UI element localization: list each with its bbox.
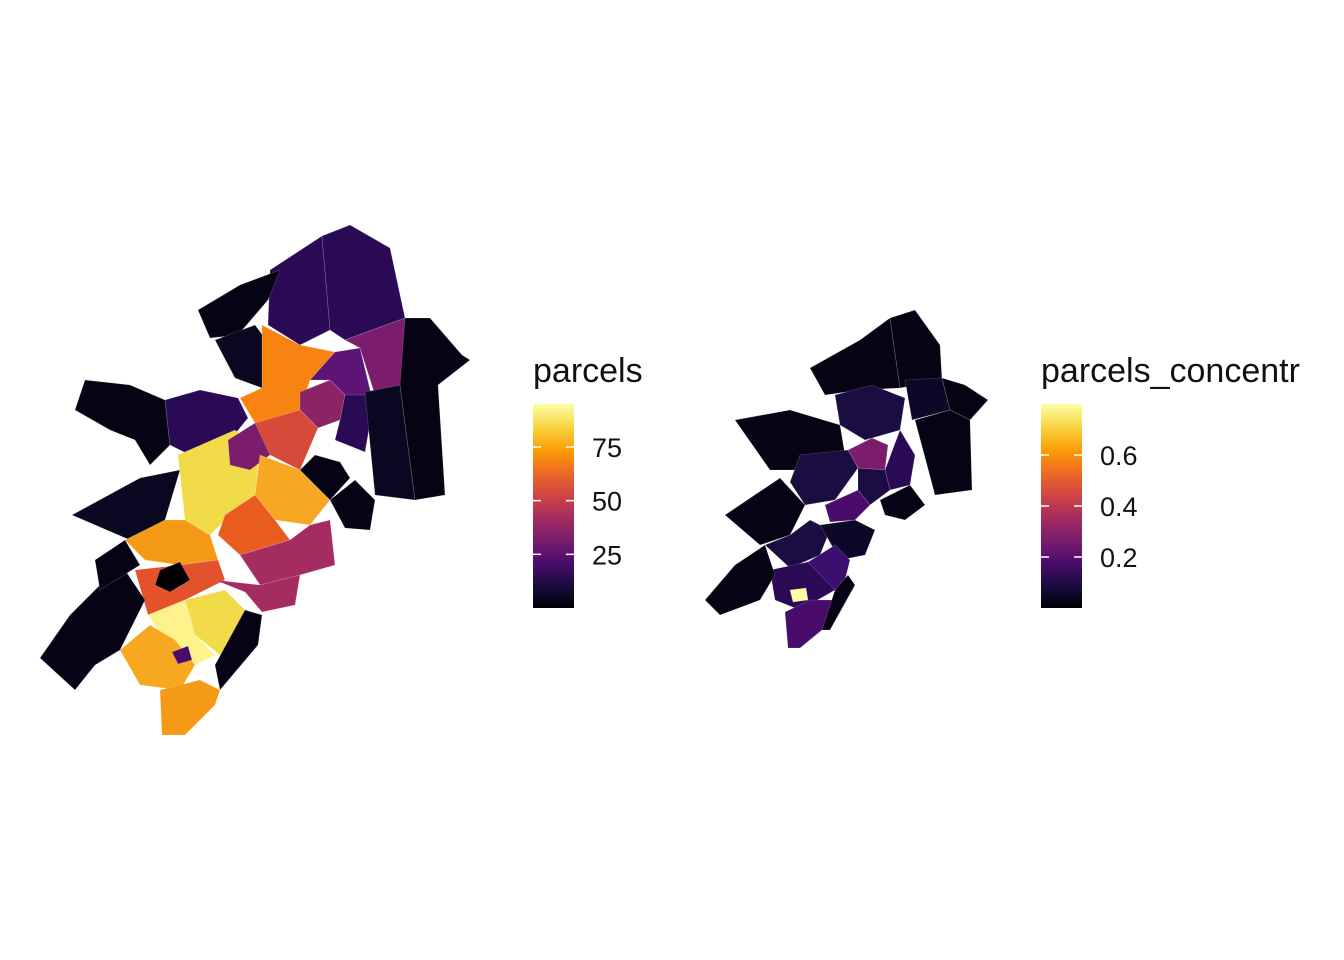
map-region	[941, 377, 989, 421]
map-region	[884, 429, 916, 491]
legend-parcels: parcels 25 50 75	[533, 352, 643, 608]
map-region	[789, 449, 859, 506]
colorbar-tick-label: 75	[592, 433, 622, 463]
map-region	[119, 624, 196, 691]
map-region	[809, 317, 901, 396]
map-region	[267, 235, 331, 346]
map-region	[154, 561, 191, 593]
map-region	[254, 409, 319, 471]
map-region	[94, 539, 141, 591]
colorbar-tick-label: 25	[592, 540, 622, 570]
colorbar-tick-label: 50	[592, 487, 622, 517]
map-parcels	[39, 224, 471, 736]
legend-title: parcels	[533, 352, 643, 390]
map-region	[299, 454, 351, 501]
map-region	[879, 484, 926, 521]
map-region	[399, 317, 471, 501]
map-region	[889, 309, 943, 389]
colorbar-ticks: 0.2 0.4 0.6	[1041, 441, 1138, 573]
map-region	[74, 379, 171, 466]
map-region	[724, 477, 806, 546]
map-region	[71, 469, 181, 541]
map-parcels-concentr	[704, 309, 989, 649]
map-region	[239, 519, 336, 586]
map-region	[197, 269, 281, 339]
colorbar-tick-label: 0.2	[1100, 543, 1138, 573]
map-region	[159, 679, 221, 736]
map-region	[171, 645, 193, 665]
map-region	[214, 609, 263, 691]
map-region	[214, 574, 301, 613]
map-region	[789, 587, 809, 603]
map-region	[329, 479, 376, 531]
colorbar	[533, 404, 574, 608]
map-region	[821, 574, 856, 631]
map-region	[704, 544, 776, 616]
colorbar-ticks: 25 50 75	[533, 433, 622, 570]
map-region	[124, 519, 219, 566]
map-region	[914, 409, 973, 496]
map-region	[857, 467, 891, 506]
colorbar-tick-label: 0.4	[1100, 492, 1138, 522]
map-region	[834, 384, 906, 441]
legend-title: parcels_concentr	[1041, 352, 1300, 390]
map-region	[39, 569, 146, 691]
map-region	[824, 489, 871, 523]
map-region	[807, 544, 851, 591]
legend-parcels-concentr: parcels_concentr 0.2 0.4 0.6	[1041, 352, 1300, 608]
colorbar-tick-label: 0.6	[1100, 441, 1138, 471]
